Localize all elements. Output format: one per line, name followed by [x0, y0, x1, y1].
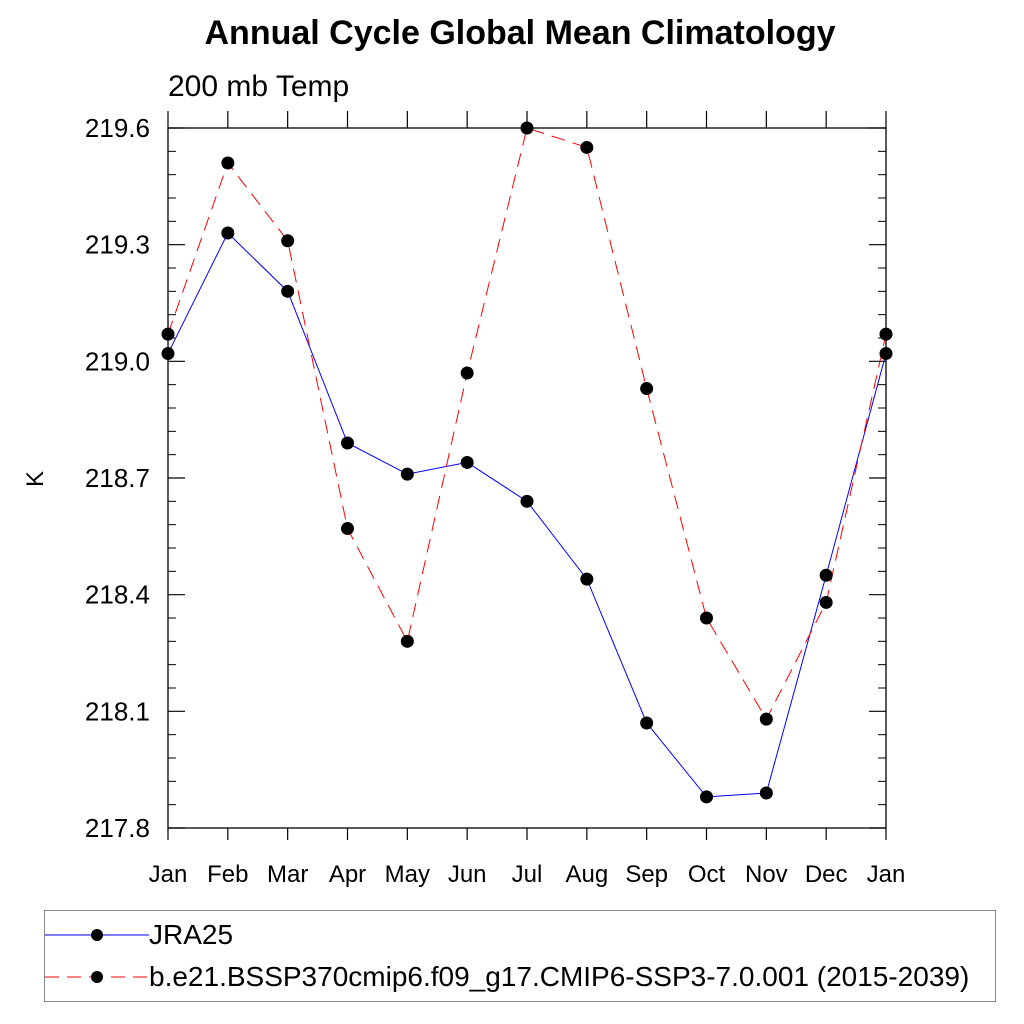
legend-swatches — [45, 929, 149, 983]
y-tick-label: 219.6 — [85, 113, 150, 143]
x-tick-label: Apr — [329, 861, 366, 888]
series-1-point — [161, 327, 175, 341]
y-axis-label: K — [22, 471, 49, 487]
series-1-point — [460, 366, 474, 380]
series-0-point — [520, 494, 534, 508]
chart-title: Annual Cycle Global Mean Climatology — [204, 14, 836, 52]
series-0-point — [341, 436, 354, 450]
series-1-point — [879, 327, 893, 341]
series-0-point — [161, 347, 175, 361]
series-lines — [167, 127, 887, 798]
legend-swatch-marker-1 — [91, 971, 103, 983]
legend-swatch-marker-0 — [91, 929, 103, 941]
series-0-point — [759, 786, 773, 800]
y-tick-label: 218.7 — [85, 463, 150, 493]
series-1-point — [221, 156, 235, 170]
legend-label-cmip6: b.e21.BSSP370cmip6.f09_g17.CMIP6-SSP3-7.… — [149, 961, 970, 992]
x-tick-label: May — [385, 861, 430, 888]
series-0-point — [819, 568, 833, 582]
y-tick-label: 218.4 — [85, 580, 150, 610]
chart-subtitle: 200 mb Temp — [168, 70, 350, 103]
x-tick-label: Dec — [805, 861, 848, 888]
x-tick-label: Jan — [149, 861, 188, 888]
series-0-point — [221, 226, 235, 240]
y-tick-label: 219.3 — [85, 230, 150, 260]
x-tick-label: Jul — [512, 861, 543, 888]
x-tick-label: Nov — [745, 861, 788, 888]
x-tick-label: Jan — [867, 861, 906, 888]
series-0-point — [640, 716, 654, 730]
plot-frame — [167, 127, 887, 829]
x-tick-label: Mar — [267, 861, 308, 888]
legend: JRA25 b.e21.BSSP370cmip6.f09_g17.CMIP6-S… — [44, 910, 996, 1002]
series-line-0 — [167, 232, 887, 798]
series-1-point — [341, 522, 354, 536]
x-tick-label: Sep — [625, 861, 668, 888]
series-0-point — [879, 347, 893, 361]
x-tick-label: Oct — [688, 861, 726, 888]
x-tick-labels: Jan Feb Mar Apr May Jun Jul Aug Sep Oct Nov Dec Jan — [149, 861, 906, 888]
axis-ticks — [167, 111, 887, 840]
series-1-point — [580, 140, 594, 154]
series-line-1 — [167, 127, 887, 721]
y-tick-label: 219.0 — [85, 346, 150, 376]
series-0-point — [700, 790, 713, 804]
y-tick-label: 218.1 — [85, 696, 150, 726]
series-markers — [161, 121, 893, 804]
y-tick-labels: 217.8 218.1 218.4 218.7 219.0 219.3 219.6 — [85, 113, 150, 843]
series-0-point — [460, 455, 474, 469]
y-tick-label: 217.8 — [85, 813, 150, 843]
series-1-point — [400, 634, 414, 648]
series-1-point — [281, 234, 295, 248]
series-0-point — [580, 572, 594, 586]
series-1-point — [759, 712, 773, 726]
series-1-point — [819, 595, 833, 609]
x-tick-label: Jun — [448, 861, 487, 888]
legend-label-jra25: JRA25 — [149, 919, 234, 950]
series-1-point — [700, 611, 713, 625]
x-tick-label: Aug — [565, 861, 608, 888]
line-chart: 217.8 218.1 218.4 218.7 219.0 219.3 219.6 Jan F… — [22, 111, 906, 888]
series-1-point — [520, 121, 534, 135]
x-tick-label: Feb — [207, 861, 248, 888]
series-0-point — [281, 284, 295, 298]
series-0-point — [400, 467, 414, 481]
series-1-point — [640, 382, 654, 396]
